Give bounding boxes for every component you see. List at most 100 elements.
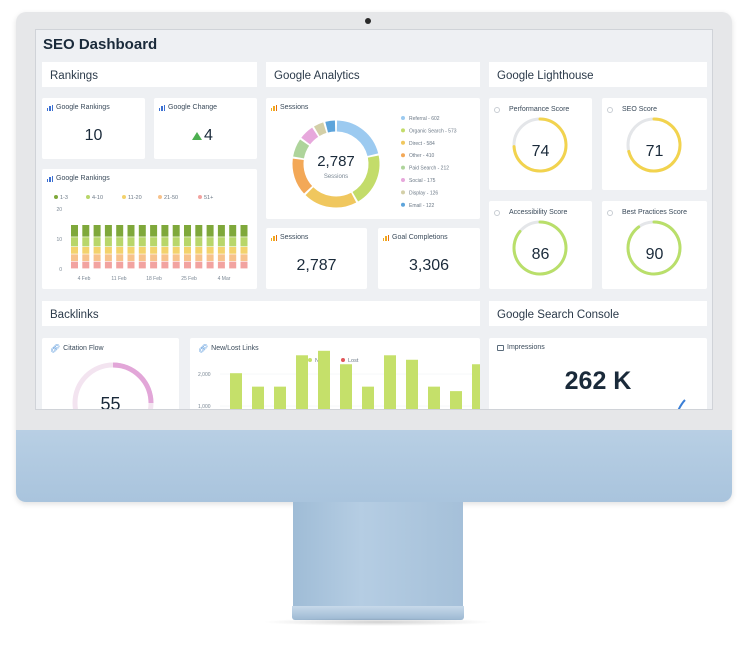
ranking-bar-segment[interactable] <box>206 254 214 262</box>
ranking-bar-segment[interactable] <box>116 261 124 269</box>
ranking-bar-segment[interactable] <box>93 225 101 237</box>
ranking-bar-segment[interactable] <box>195 261 203 269</box>
ranking-bar-segment[interactable] <box>127 237 135 247</box>
impressions-card[interactable]: Impressions 262 K <box>489 338 707 409</box>
ranking-bar-segment[interactable] <box>195 225 203 237</box>
ranking-bar-segment[interactable] <box>240 237 248 247</box>
ranking-bar-segment[interactable] <box>138 247 146 254</box>
ranking-bar-segment[interactable] <box>150 225 158 237</box>
donut-slice-paid-search[interactable] <box>293 139 310 159</box>
ranking-bar-segment[interactable] <box>195 247 203 254</box>
ranking-bar-segment[interactable] <box>71 237 78 247</box>
ranking-bar-segment[interactable] <box>217 237 225 247</box>
ranking-bar-segment[interactable] <box>172 254 180 262</box>
ranking-bar-segment[interactable] <box>217 254 225 262</box>
ranking-bar-segment[interactable] <box>229 225 237 237</box>
citation-flow-card[interactable]: 🔗︎ Citation Flow 55 <box>42 338 179 409</box>
ranking-bar-segment[interactable] <box>150 261 158 269</box>
donut-slice-other[interactable] <box>292 158 313 194</box>
ranking-bar-segment[interactable] <box>138 225 146 237</box>
new-links-bar[interactable] <box>296 355 308 410</box>
ranking-bar-segment[interactable] <box>161 254 169 262</box>
ranking-bar-segment[interactable] <box>217 247 225 254</box>
ranking-bar-segment[interactable] <box>93 247 101 254</box>
accessibility-score-card[interactable]: Accessibility Score 86 <box>489 201 592 289</box>
new-links-bar[interactable] <box>384 355 396 410</box>
goal-completions-card[interactable]: Goal Completions 3,306 <box>378 228 480 289</box>
ranking-bar-segment[interactable] <box>150 237 158 247</box>
ranking-bar-segment[interactable] <box>127 225 135 237</box>
donut-slice-organic-search[interactable] <box>352 155 380 202</box>
ranking-bar-segment[interactable] <box>229 261 237 269</box>
ranking-bar-segment[interactable] <box>172 261 180 269</box>
ranking-bar-segment[interactable] <box>206 237 214 247</box>
ranking-bar-segment[interactable] <box>206 261 214 269</box>
ranking-bar-segment[interactable] <box>240 254 248 262</box>
ranking-bar-segment[interactable] <box>184 237 191 247</box>
ranking-bar-segment[interactable] <box>82 237 90 247</box>
new-links-bar[interactable] <box>252 386 264 410</box>
ranking-bar-segment[interactable] <box>127 254 135 262</box>
ranking-bar-segment[interactable] <box>229 247 237 254</box>
google-rankings-chart-card[interactable]: Google Rankings 1-3 4-10 11-20 21-50 51+ 20 1… <box>42 169 257 289</box>
ranking-bar-segment[interactable] <box>116 254 124 262</box>
ranking-bar-segment[interactable] <box>161 247 169 254</box>
ranking-bar-segment[interactable] <box>184 247 191 254</box>
ranking-bar-segment[interactable] <box>71 261 78 269</box>
ranking-bar-segment[interactable] <box>172 237 180 247</box>
google-change-card[interactable]: Google Change 4 <box>154 98 257 159</box>
google-rankings-card[interactable]: Google Rankings 10 <box>42 98 145 159</box>
ranking-bar-segment[interactable] <box>161 237 169 247</box>
new-links-bar[interactable] <box>406 359 418 410</box>
ranking-bar-segment[interactable] <box>104 225 112 237</box>
ranking-bar-segment[interactable] <box>104 254 112 262</box>
ranking-bar-segment[interactable] <box>71 225 78 237</box>
ranking-bar-segment[interactable] <box>127 261 135 269</box>
new-links-bar[interactable] <box>230 373 242 410</box>
ranking-bar-segment[interactable] <box>206 225 214 237</box>
ranking-bar-segment[interactable] <box>172 225 180 237</box>
donut-slice-social[interactable] <box>301 127 319 145</box>
ranking-bar-segment[interactable] <box>195 254 203 262</box>
ranking-bar-segment[interactable] <box>150 247 158 254</box>
new-links-bar[interactable] <box>340 364 352 410</box>
ranking-bar-segment[interactable] <box>172 247 180 254</box>
ranking-bar-segment[interactable] <box>116 237 124 247</box>
ranking-bar-segment[interactable] <box>229 237 237 247</box>
new-links-bar[interactable] <box>362 386 374 410</box>
ranking-bar-segment[interactable] <box>217 225 225 237</box>
ranking-bar-segment[interactable] <box>195 237 203 247</box>
ranking-bar-segment[interactable] <box>104 261 112 269</box>
donut-slice-email[interactable] <box>325 120 336 133</box>
performance-score-card[interactable]: Performance Score 74 <box>489 98 592 190</box>
ranking-bar-segment[interactable] <box>229 254 237 262</box>
new-links-bar[interactable] <box>318 350 330 410</box>
ranking-bar-segment[interactable] <box>240 225 248 237</box>
ranking-bar-segment[interactable] <box>93 237 101 247</box>
ranking-bar-segment[interactable] <box>82 247 90 254</box>
ranking-bar-segment[interactable] <box>116 247 124 254</box>
seo-score-card[interactable]: SEO Score 71 <box>602 98 707 190</box>
sessions-card[interactable]: Sessions 2,787 <box>266 228 367 289</box>
ranking-bar-segment[interactable] <box>82 254 90 262</box>
ranking-bar-segment[interactable] <box>93 254 101 262</box>
ranking-bar-segment[interactable] <box>93 261 101 269</box>
new-links-bar[interactable] <box>274 386 286 410</box>
sessions-donut-card[interactable]: Sessions 2,787 Sessions Referral - 602 Or… <box>266 98 480 219</box>
ranking-bar-segment[interactable] <box>71 247 78 254</box>
ranking-bar-segment[interactable] <box>184 261 191 269</box>
ranking-bar-segment[interactable] <box>116 225 124 237</box>
ranking-bar-segment[interactable] <box>240 261 248 269</box>
ranking-bar-segment[interactable] <box>161 225 169 237</box>
new-links-bar[interactable] <box>428 386 440 410</box>
donut-slice-direct[interactable] <box>305 187 357 208</box>
donut-slice-referral[interactable] <box>336 120 379 157</box>
best-practices-score-card[interactable]: Best Practices Score 90 <box>602 201 707 289</box>
ranking-bar-segment[interactable] <box>82 225 90 237</box>
ranking-bar-segment[interactable] <box>206 247 214 254</box>
ranking-bar-segment[interactable] <box>138 254 146 262</box>
ranking-bar-segment[interactable] <box>150 254 158 262</box>
new-links-bar[interactable] <box>450 391 462 410</box>
ranking-bar-segment[interactable] <box>184 254 191 262</box>
